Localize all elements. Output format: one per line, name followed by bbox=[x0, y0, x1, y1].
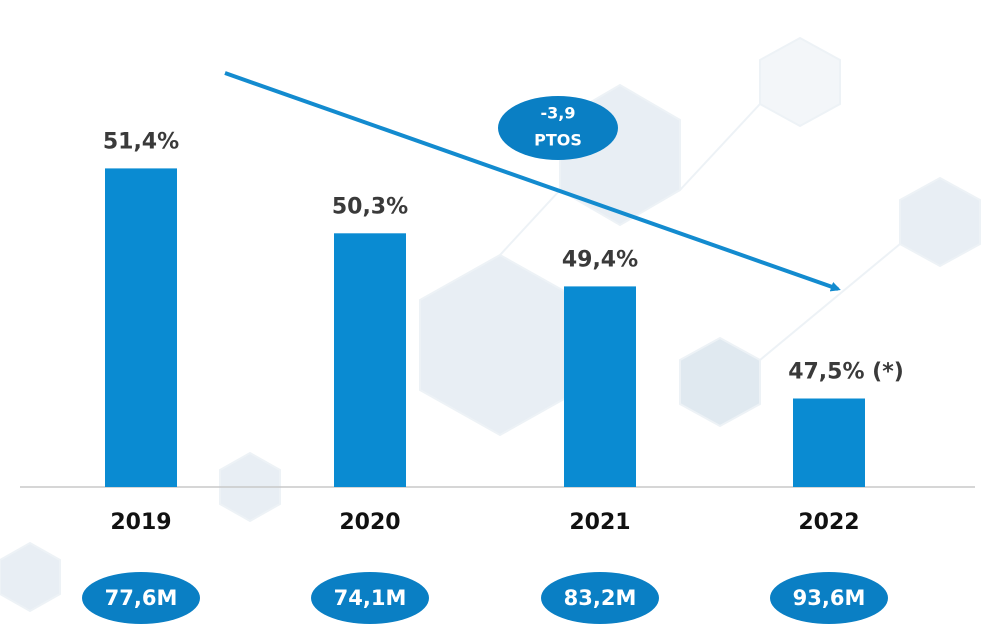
annotation-badge bbox=[498, 96, 618, 160]
value-label: 50,3% bbox=[332, 194, 408, 219]
total-badge bbox=[82, 572, 200, 624]
annotation: PTOS bbox=[534, 131, 582, 150]
total-label: 77,6M bbox=[105, 586, 178, 610]
value-label: 47,5% (*) bbox=[788, 360, 904, 385]
x-tick-label: 2020 bbox=[339, 510, 400, 535]
value-label: 49,4% bbox=[562, 247, 638, 272]
x-tick-label: 2021 bbox=[569, 510, 630, 535]
x-tick-label: 2019 bbox=[110, 510, 171, 535]
total-badge bbox=[311, 572, 429, 624]
bar bbox=[793, 398, 865, 487]
total-badge bbox=[541, 572, 659, 624]
trend-arrow bbox=[224, 71, 841, 292]
bar bbox=[564, 286, 636, 487]
x-tick-label: 2022 bbox=[798, 510, 859, 535]
value-label: 51,4% bbox=[103, 129, 179, 154]
total-label: 74,1M bbox=[334, 586, 407, 610]
bar bbox=[105, 168, 177, 487]
bar bbox=[334, 233, 406, 487]
total-label: 93,6M bbox=[793, 586, 866, 610]
total-label: 83,2M bbox=[564, 586, 637, 610]
total-badge bbox=[770, 572, 888, 624]
annotation: -3,9 bbox=[541, 104, 576, 123]
